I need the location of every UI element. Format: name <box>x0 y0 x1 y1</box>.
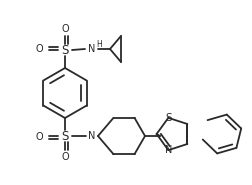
Text: O: O <box>35 44 43 54</box>
Text: N: N <box>88 44 96 54</box>
Text: N: N <box>88 131 96 141</box>
Text: N: N <box>165 145 172 155</box>
Text: O: O <box>35 132 43 142</box>
Text: S: S <box>61 43 69 56</box>
Text: S: S <box>165 113 172 123</box>
Text: O: O <box>61 152 69 162</box>
Text: S: S <box>61 130 69 142</box>
Text: O: O <box>61 24 69 34</box>
Text: H: H <box>96 40 102 48</box>
